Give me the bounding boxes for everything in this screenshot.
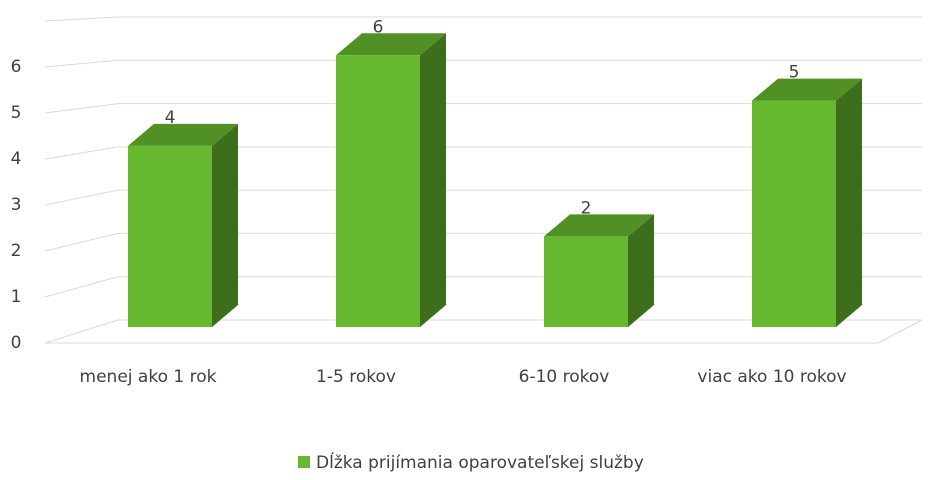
y-tick-label: 2 xyxy=(11,241,22,261)
bar xyxy=(544,236,628,327)
x-tick-label: 6-10 rokov xyxy=(519,367,610,387)
data-label: 5 xyxy=(789,63,800,83)
legend-swatch xyxy=(298,456,310,468)
bar-top xyxy=(544,214,654,237)
bar-top xyxy=(336,33,446,56)
grid-line xyxy=(44,59,922,68)
bar xyxy=(752,100,836,327)
data-label: 2 xyxy=(581,198,592,218)
bar-top xyxy=(752,78,862,101)
x-tick-label: viac ako 10 rokov xyxy=(697,367,846,387)
y-tick-label: 1 xyxy=(11,287,22,307)
bar xyxy=(336,55,420,328)
bar-top xyxy=(128,123,238,146)
bar-side xyxy=(420,33,446,328)
floor xyxy=(45,319,923,344)
x-tick-label: 1-5 rokov xyxy=(316,367,396,387)
bar xyxy=(128,145,212,327)
y-tick-label: 0 xyxy=(11,333,22,353)
grid-line xyxy=(44,146,922,160)
y-tick-label: 6 xyxy=(11,57,22,77)
bar-side xyxy=(836,78,862,327)
y-tick-label: 3 xyxy=(11,195,22,215)
y-tick-label: 4 xyxy=(11,149,22,169)
back-wall-edge xyxy=(44,16,922,22)
grid-line xyxy=(44,189,922,206)
y-tick-label: 5 xyxy=(11,103,22,123)
legend: Dĺžka prijímania oparovateľskej služby xyxy=(298,451,644,473)
grid-line xyxy=(44,103,922,114)
data-label: 4 xyxy=(165,108,176,128)
bar-side xyxy=(212,123,238,327)
data-label: 6 xyxy=(373,17,384,37)
grid-line xyxy=(44,319,922,344)
x-tick-label: menej ako 1 rok xyxy=(80,367,217,387)
bar-side xyxy=(628,214,654,327)
legend-label: Dĺžka prijímania oparovateľskej služby xyxy=(316,451,644,473)
